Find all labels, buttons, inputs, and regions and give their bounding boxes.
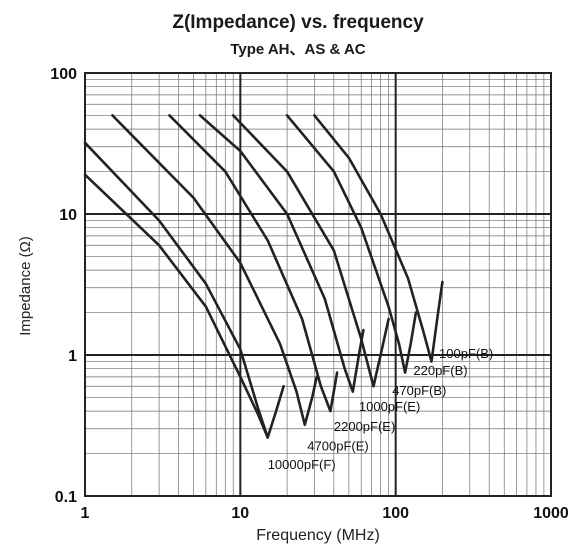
series-curve-unlabeled-7	[83, 173, 269, 439]
series-curve-1000pf-e-	[198, 114, 365, 393]
series-curve-470pf-b-	[231, 114, 390, 388]
y-tick-label: 10	[59, 207, 77, 224]
series-label: 1000pF(E)	[359, 399, 420, 414]
series-curve-220pf-b-	[285, 114, 418, 374]
x-tick-label: 1	[81, 505, 90, 522]
series-curve-4700pf-e-	[111, 114, 318, 427]
chart-subtitle: Type AH、AS & AC	[230, 41, 365, 58]
y-tick-label: 0.1	[55, 489, 77, 506]
y-tick-label: 100	[50, 66, 77, 83]
x-axis-label: Frequency (MHz)	[256, 527, 380, 544]
series-label: 470pF(B)	[392, 383, 446, 398]
series-curve-100pf-b-	[313, 114, 444, 363]
chart-title: Z(Impedance) vs. frequency	[172, 12, 424, 33]
plot-frame	[84, 72, 552, 497]
series-label: 4700pF(E)	[307, 439, 368, 454]
curves	[83, 114, 444, 439]
y-axis-label: Impedance (Ω)	[17, 236, 34, 336]
x-tick-label: 1000	[533, 505, 569, 522]
series-label: 2200pF(E)	[334, 419, 395, 434]
series-curve-10000pf-f-	[83, 141, 285, 439]
series-labels: 100pF(B) 220pF(B) 470pF(B)1000pF(E) 2200pF(…	[268, 346, 494, 472]
x-tick-label: 100	[382, 505, 409, 522]
y-tick-label: 1	[68, 348, 77, 365]
series-label: 100pF(B)	[439, 346, 493, 361]
series-curve-2200pf-e-	[168, 114, 339, 413]
series-label: 10000pF(F)	[268, 457, 336, 472]
grid	[85, 73, 551, 496]
x-tick-label: 10	[231, 505, 249, 522]
series-label: 220pF(B)	[413, 363, 467, 378]
